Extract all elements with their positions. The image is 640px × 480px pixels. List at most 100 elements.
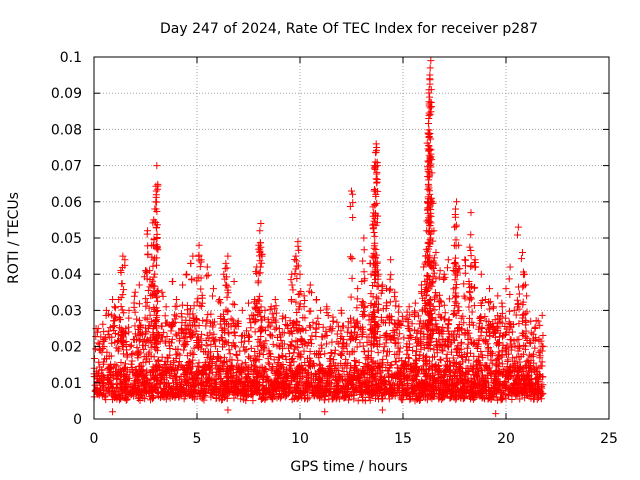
data-point: [255, 390, 263, 398]
data-point: [407, 385, 415, 393]
data-point: [315, 382, 323, 390]
data-point: [109, 296, 117, 304]
data-point: [455, 265, 463, 273]
data-point: [305, 361, 313, 369]
data-point: [338, 350, 346, 358]
data-point: [153, 245, 161, 253]
data-point: [390, 328, 398, 336]
data-point: [321, 386, 329, 394]
data-point: [212, 342, 220, 350]
data-point: [406, 340, 414, 348]
data-point: [495, 363, 503, 371]
data-point: [498, 353, 506, 361]
data-point: [352, 333, 360, 341]
data-point: [252, 317, 260, 325]
data-point: [436, 356, 444, 364]
data-point: [306, 336, 314, 344]
data-point: [518, 317, 526, 325]
data-point: [348, 347, 356, 355]
data-point: [371, 279, 379, 287]
data-point: [395, 308, 403, 316]
data-point: [135, 382, 143, 390]
data-point: [435, 336, 443, 344]
data-point: [505, 275, 513, 283]
data-point: [329, 359, 337, 367]
data-point: [369, 341, 377, 349]
data-point: [426, 80, 434, 88]
data-point: [122, 338, 130, 346]
data-point: [429, 329, 437, 337]
data-point: [454, 379, 462, 387]
y-tick-label: 0.05: [51, 231, 82, 247]
data-point: [180, 329, 188, 337]
data-point: [437, 370, 445, 378]
data-point: [343, 364, 351, 372]
data-point: [314, 314, 322, 322]
data-point: [245, 299, 252, 307]
data-point: [234, 356, 242, 364]
data-point: [216, 337, 224, 345]
data-point: [530, 350, 538, 358]
data-point: [390, 293, 398, 301]
data-point: [189, 252, 197, 260]
data-point: [477, 313, 485, 321]
data-point: [118, 280, 126, 288]
data-point: [482, 361, 490, 369]
data-point: [233, 372, 241, 380]
data-point: [338, 333, 346, 341]
data-point: [413, 356, 421, 364]
data-point: [293, 308, 301, 316]
y-tick-label: 0.08: [51, 122, 82, 138]
data-point: [242, 345, 250, 353]
data-point: [308, 332, 316, 340]
data-point: [98, 348, 106, 356]
data-point: [208, 292, 216, 300]
data-point: [250, 312, 258, 320]
data-point: [257, 312, 265, 320]
data-point: [527, 379, 535, 387]
data-point: [168, 339, 176, 347]
data-point: [436, 267, 444, 275]
data-point: [250, 382, 258, 390]
data-point: [280, 377, 288, 385]
data-point: [161, 389, 169, 397]
data-point: [470, 339, 478, 347]
data-point: [453, 281, 461, 289]
data-point: [370, 228, 378, 236]
data-point: [274, 334, 282, 342]
data-point: [257, 395, 265, 403]
data-point: [396, 376, 404, 384]
data-point: [461, 294, 469, 302]
data-point: [494, 324, 502, 332]
data-point: [109, 408, 117, 416]
data-point: [226, 350, 234, 358]
data-point: [494, 369, 502, 377]
data-point: [401, 363, 409, 371]
data-point: [359, 389, 367, 397]
data-point: [190, 302, 198, 310]
data-point: [343, 328, 351, 336]
data-point: [172, 364, 180, 372]
data-point: [361, 370, 369, 378]
data-point: [309, 318, 317, 326]
data-point: [277, 383, 285, 391]
data-point: [225, 330, 233, 338]
data-point: [216, 296, 224, 304]
data-point: [194, 362, 202, 370]
data-point: [158, 371, 166, 379]
data-point: [119, 252, 127, 260]
data-point: [391, 339, 399, 347]
data-point: [218, 396, 226, 404]
data-point: [392, 371, 400, 379]
data-point: [154, 297, 162, 305]
data-point: [354, 285, 362, 293]
data-point: [257, 327, 265, 335]
data-point: [489, 329, 497, 337]
data-point: [135, 372, 143, 380]
data-point: [418, 386, 426, 394]
data-point: [149, 262, 157, 270]
data-point: [378, 406, 386, 414]
data-point: [223, 363, 231, 371]
data-point: [523, 357, 531, 365]
data-point: [135, 316, 143, 324]
